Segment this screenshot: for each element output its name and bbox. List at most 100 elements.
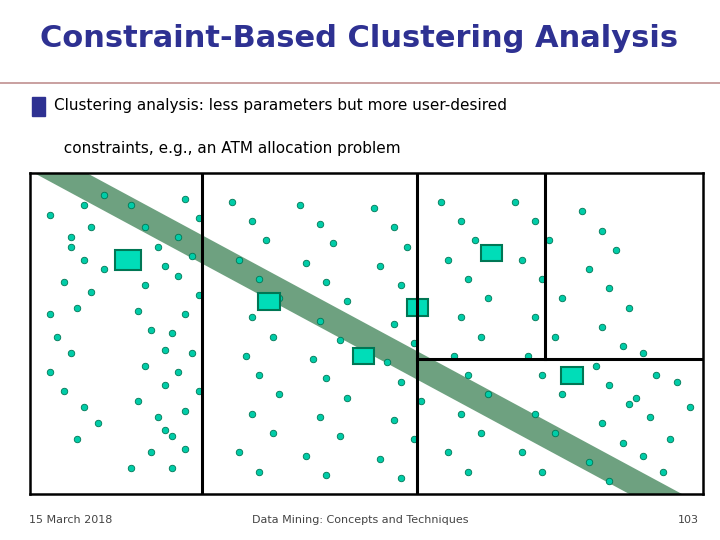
Point (179, 310, 191, 319)
Point (45, 368, 56, 376)
Point (45, 310, 56, 319)
Point (603, 284, 615, 293)
Point (557, 390, 568, 399)
Point (374, 455, 386, 463)
Point (590, 361, 601, 370)
Point (179, 406, 191, 415)
Point (320, 278, 332, 286)
Point (529, 313, 541, 322)
Point (233, 448, 245, 457)
Point (85, 287, 96, 296)
Point (671, 377, 683, 386)
Point (402, 242, 413, 251)
Point (415, 396, 426, 405)
Point (341, 297, 352, 306)
Point (637, 348, 649, 357)
Point (462, 274, 474, 283)
Point (529, 409, 541, 418)
Point (382, 358, 393, 367)
Point (449, 352, 460, 360)
Point (179, 194, 191, 203)
Point (583, 265, 595, 274)
Point (186, 348, 197, 357)
Point (85, 223, 96, 232)
Point (139, 223, 150, 232)
Point (247, 313, 258, 322)
Text: constraints, e.g., an ATM allocation problem: constraints, e.g., an ATM allocation pro… (54, 141, 400, 156)
Point (509, 198, 521, 206)
Point (300, 451, 312, 460)
Point (65, 242, 76, 251)
Point (125, 201, 137, 210)
Point (617, 342, 629, 350)
Point (274, 294, 285, 302)
Point (300, 259, 312, 267)
Point (153, 413, 164, 421)
Point (617, 438, 629, 447)
Point (132, 396, 144, 405)
Point (320, 470, 332, 479)
Point (341, 393, 352, 402)
Point (603, 381, 615, 389)
Point (415, 300, 426, 309)
Point (314, 220, 325, 228)
Point (368, 204, 379, 212)
Point (631, 393, 642, 402)
Point (186, 252, 197, 261)
Point (166, 432, 177, 441)
Point (247, 409, 258, 418)
Text: 103: 103 (678, 515, 698, 525)
Point (145, 448, 157, 457)
Point (71, 435, 83, 444)
Point (78, 255, 90, 264)
Point (388, 223, 400, 232)
Point (78, 201, 90, 210)
Point (334, 432, 346, 441)
Bar (562, 367, 583, 383)
Text: Clustering analysis: less parameters but more user-desired: Clustering analysis: less parameters but… (54, 98, 507, 113)
Bar (353, 348, 374, 364)
Point (294, 201, 305, 210)
Point (374, 262, 386, 271)
Point (153, 242, 164, 251)
Point (516, 448, 528, 457)
Point (442, 448, 454, 457)
Point (320, 374, 332, 383)
Point (549, 429, 561, 437)
Point (145, 326, 157, 335)
Text: Constraint-Based Clustering Analysis: Constraint-Based Clustering Analysis (40, 24, 678, 53)
Point (435, 198, 446, 206)
Point (475, 332, 487, 341)
Point (159, 262, 171, 271)
Point (58, 387, 70, 396)
Point (469, 236, 480, 245)
Point (395, 281, 406, 289)
Point (597, 226, 608, 235)
Point (597, 323, 608, 332)
Point (166, 329, 177, 338)
Point (247, 217, 258, 225)
Point (529, 217, 541, 225)
Point (455, 217, 467, 225)
Point (99, 191, 110, 200)
Point (179, 445, 191, 454)
Point (274, 390, 285, 399)
Point (139, 361, 150, 370)
Point (334, 335, 346, 344)
Point (267, 429, 279, 437)
Point (193, 387, 204, 396)
Point (71, 303, 83, 312)
Point (651, 371, 662, 380)
Bar (258, 293, 280, 309)
Point (159, 381, 171, 389)
Point (125, 464, 137, 472)
Point (577, 207, 588, 215)
Point (253, 274, 265, 283)
Text: Data Mining: Concepts and Techniques: Data Mining: Concepts and Techniques (252, 515, 468, 525)
Point (684, 403, 696, 411)
Point (260, 236, 271, 245)
Point (253, 467, 265, 476)
Point (462, 371, 474, 380)
Point (395, 474, 406, 482)
Bar (481, 245, 502, 261)
